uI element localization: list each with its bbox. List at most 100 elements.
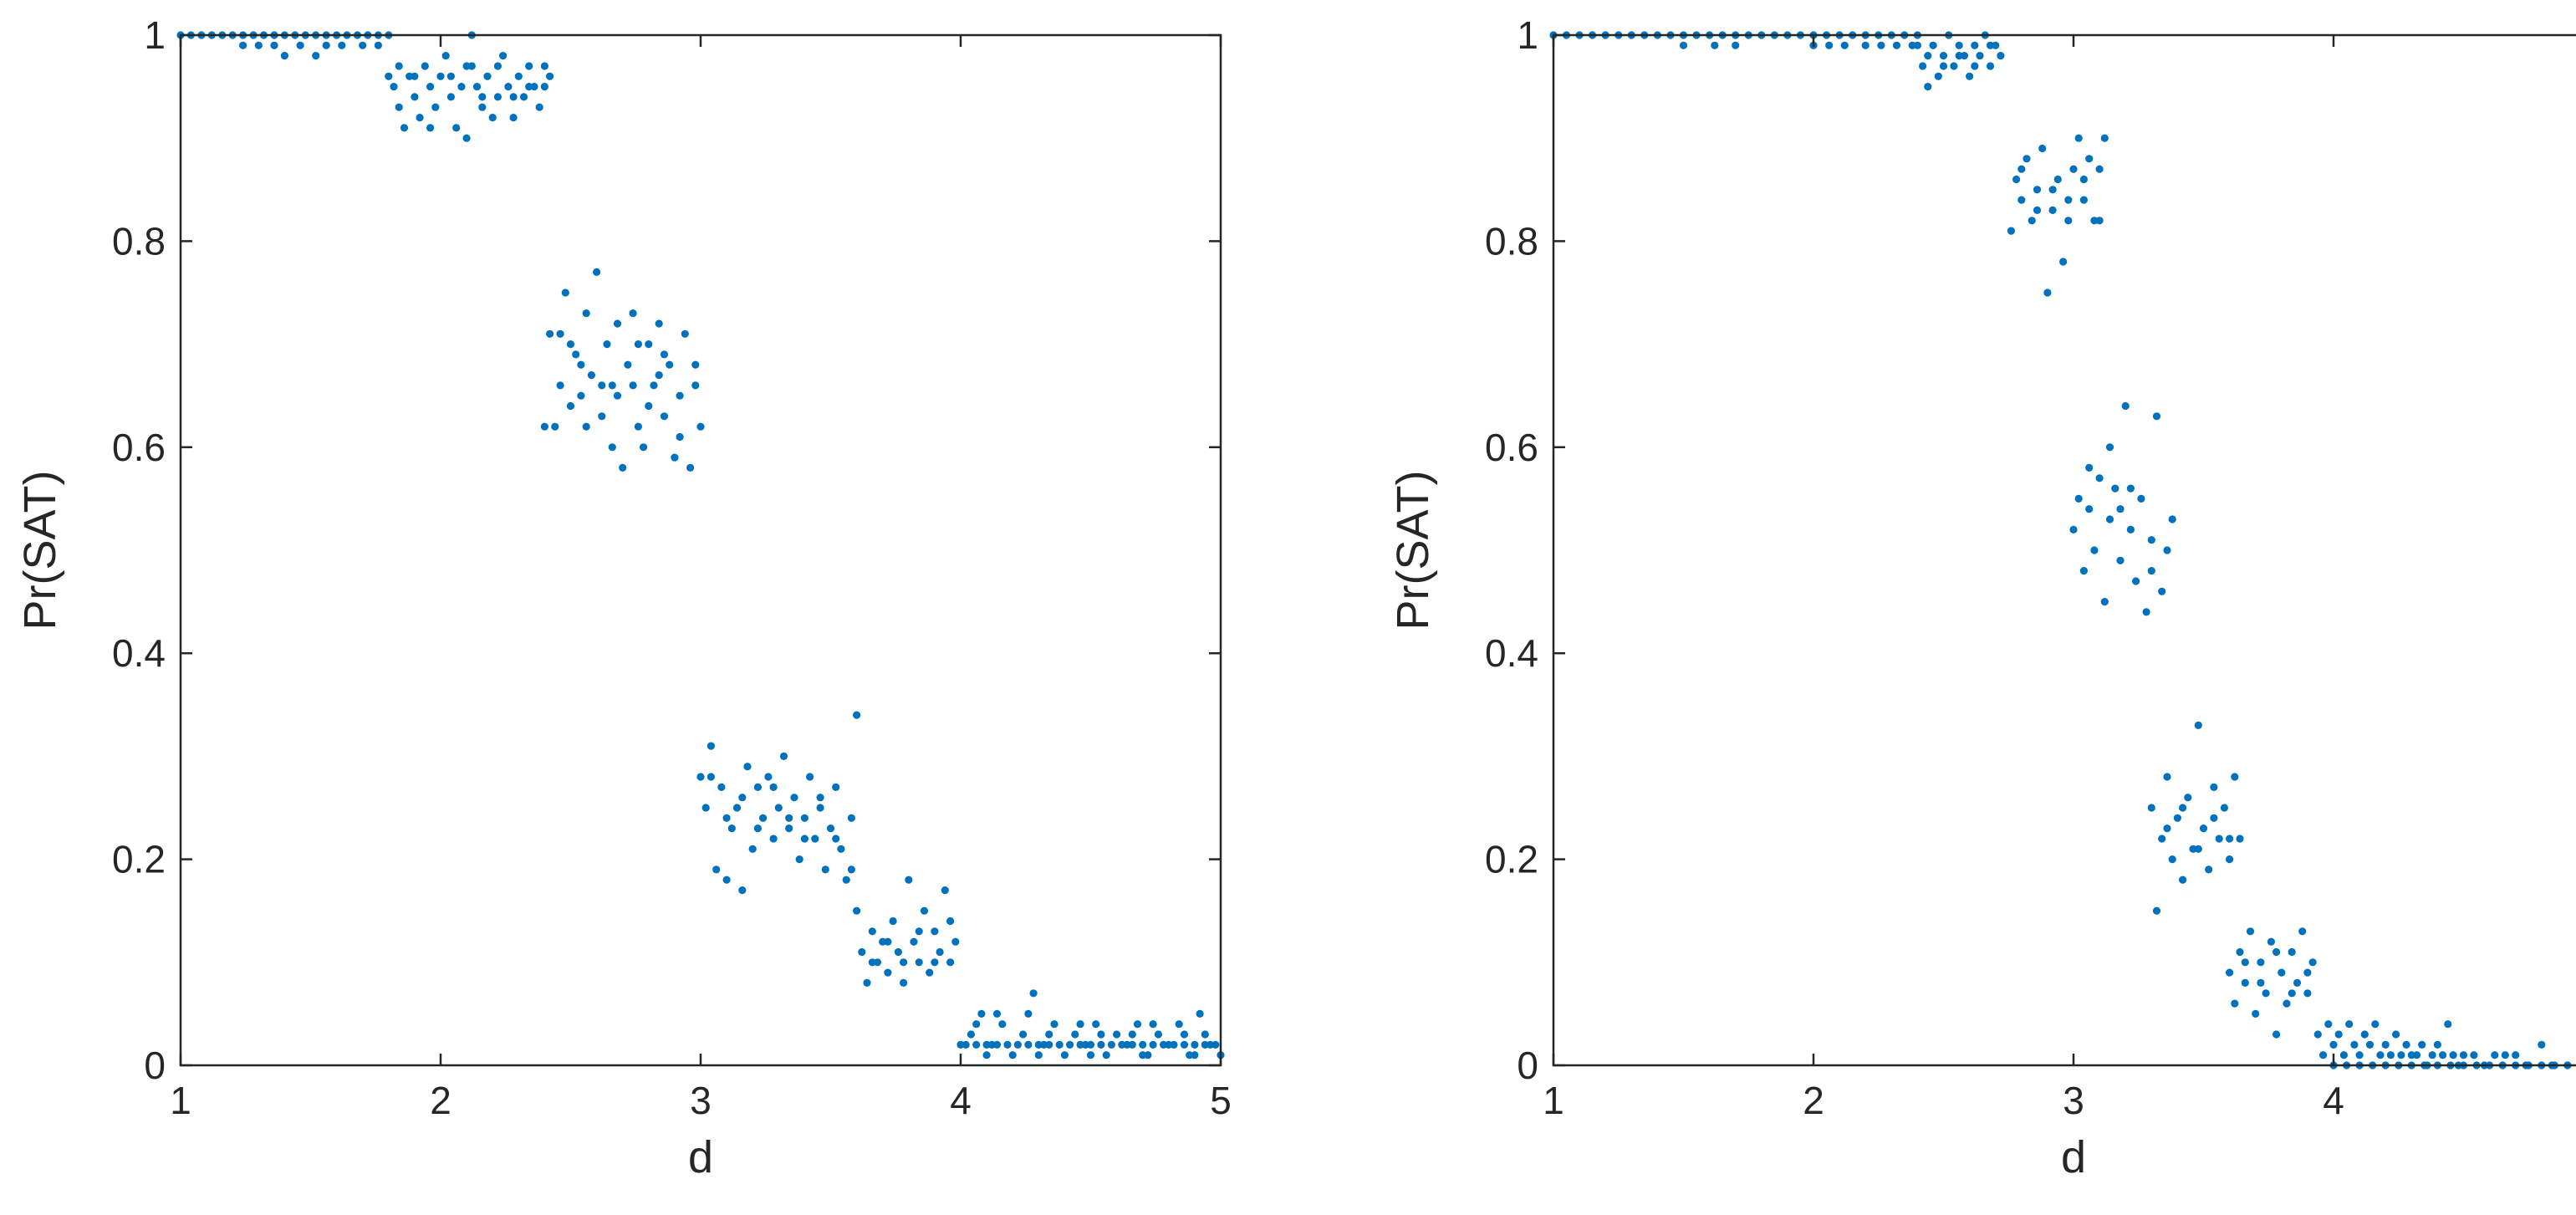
left-data-point xyxy=(926,968,934,977)
left-data-point xyxy=(446,72,456,80)
left-data-point xyxy=(666,360,674,369)
left-data-point xyxy=(312,52,320,60)
left-data-point xyxy=(613,391,622,400)
left-data-point xyxy=(732,804,742,812)
left-data-point xyxy=(525,62,533,70)
left-data-point xyxy=(540,62,549,70)
right-data-point xyxy=(2012,175,2021,184)
right-data-point xyxy=(1971,62,1979,70)
right-data-point xyxy=(2231,773,2239,781)
right-y-tick-label: 0.4 xyxy=(1485,631,1538,675)
right-data-point xyxy=(2371,1020,2380,1029)
left-data-point xyxy=(1154,1030,1162,1039)
right-data-point xyxy=(2163,773,2171,781)
left-data-point xyxy=(483,72,492,80)
right-y-tick-label: 1 xyxy=(1517,13,1538,57)
right-data-point xyxy=(2459,1051,2468,1059)
right-data-point xyxy=(2257,978,2265,987)
right-data-point xyxy=(1986,41,1995,49)
right-data-point xyxy=(2433,1040,2441,1049)
left-data-point xyxy=(842,876,850,884)
left-y-axis-label: Pr(SAT) xyxy=(15,471,65,630)
left-data-point xyxy=(1019,1030,1028,1039)
left-data-point xyxy=(806,773,814,781)
right-data-point xyxy=(2163,546,2171,554)
left-data-point xyxy=(951,937,960,946)
right-data-point xyxy=(2241,978,2249,987)
right-data-point xyxy=(2179,876,2187,884)
left-data-point xyxy=(889,916,897,926)
left-data-point xyxy=(998,1020,1007,1029)
right-data-point xyxy=(2105,515,2114,523)
right-data-point xyxy=(1711,41,1719,49)
right-data-point xyxy=(2095,217,2104,225)
right-data-point xyxy=(2147,804,2155,812)
right-data-point xyxy=(2428,1051,2436,1059)
left-data-point xyxy=(691,381,700,390)
right-data-point xyxy=(2179,804,2187,812)
left-data-point xyxy=(478,93,487,101)
right-data-point xyxy=(2324,1020,2333,1029)
left-data-point xyxy=(645,401,653,411)
left-data-point xyxy=(847,814,856,822)
left-data-point xyxy=(587,371,596,380)
right-data-point xyxy=(1825,41,1834,49)
left-data-point xyxy=(811,835,819,843)
left-data-point xyxy=(514,72,523,80)
right-data-point xyxy=(2334,1030,2343,1039)
left-data-point xyxy=(1170,1040,1178,1049)
left-data-point xyxy=(676,391,684,400)
left-data-point xyxy=(696,773,705,781)
left-data-point xyxy=(1201,1030,1209,1039)
left-x-axis-label: d xyxy=(688,1132,713,1182)
left-data-point xyxy=(390,83,398,91)
left-data-point xyxy=(1139,1040,1147,1049)
right-data-point xyxy=(1934,72,1942,80)
left-data-point xyxy=(457,83,466,91)
left-data-point xyxy=(1034,1051,1043,1059)
left-y-tick-label: 0.4 xyxy=(112,631,166,675)
left-data-point xyxy=(681,329,689,338)
left-data-point xyxy=(519,93,528,101)
right-data-point xyxy=(2059,258,2068,266)
left-data-point xyxy=(660,412,669,421)
right-data-point xyxy=(1976,52,1984,60)
right-data-point xyxy=(1913,41,1921,49)
right-data-point xyxy=(2278,968,2286,977)
left-data-point xyxy=(832,835,840,843)
left-data-point xyxy=(946,958,955,967)
right-data-point xyxy=(2246,927,2255,936)
right-data-point xyxy=(2137,494,2145,503)
right-data-point xyxy=(1929,41,1937,49)
left-data-point xyxy=(1107,1040,1115,1049)
left-y-tick-label: 0.2 xyxy=(112,838,166,881)
right-data-point xyxy=(2163,824,2171,833)
left-data-point xyxy=(832,783,840,792)
left-data-point xyxy=(686,463,695,472)
left-data-point xyxy=(977,1009,986,1018)
left-y-tick-label: 0 xyxy=(144,1044,166,1087)
left-data-point xyxy=(931,927,939,936)
left-data-point xyxy=(546,72,554,80)
right-data-point xyxy=(2402,1040,2410,1049)
left-data-point xyxy=(446,93,456,101)
left-data-point xyxy=(1160,1040,1168,1049)
left-data-point xyxy=(509,114,518,122)
right-data-point xyxy=(2064,196,2073,204)
right-data-point xyxy=(2158,835,2166,843)
right-data-point xyxy=(2168,855,2176,864)
left-data-point xyxy=(738,794,747,802)
right-data-point xyxy=(2017,196,2026,204)
left-data-point xyxy=(566,401,575,411)
left-data-point xyxy=(1092,1020,1100,1029)
right-data-point xyxy=(1950,62,1958,70)
left-data-point xyxy=(540,422,549,431)
right-data-point xyxy=(2095,165,2104,173)
right-data-point xyxy=(2048,206,2057,214)
left-data-point xyxy=(280,52,288,60)
left-data-point xyxy=(972,1020,981,1029)
left-data-point xyxy=(759,814,768,822)
right-data-point xyxy=(2365,1040,2375,1049)
right-data-point xyxy=(2293,978,2302,987)
left-data-point xyxy=(660,350,669,359)
